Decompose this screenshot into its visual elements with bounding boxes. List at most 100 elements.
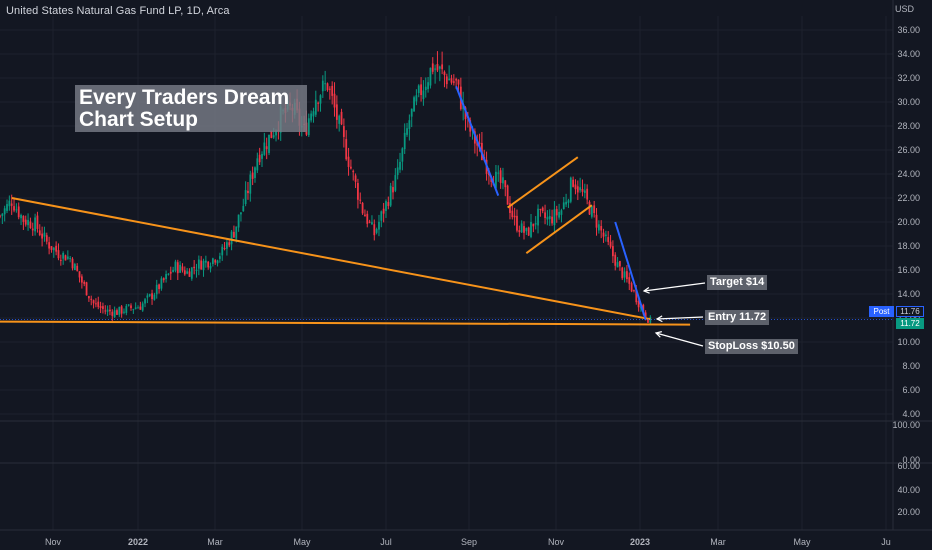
candle-body (567, 200, 570, 203)
y-tick-label: 28.00 (897, 121, 920, 131)
candle-body (256, 158, 259, 171)
candle-body (125, 305, 128, 313)
candle-body (209, 266, 212, 269)
candle-body (628, 277, 631, 284)
drawing-overlays[interactable] (0, 86, 893, 347)
candle-body (319, 95, 322, 104)
x-tick-label: May (793, 537, 811, 547)
candle-body (71, 258, 74, 269)
symbol-title[interactable]: United States Natural Gas Fund LP, 1D, A… (6, 5, 230, 17)
candle-body (551, 216, 553, 224)
candle-body (69, 258, 72, 260)
candle-body (85, 282, 88, 296)
candle-body (647, 319, 649, 323)
candle-body (478, 142, 481, 144)
candle-body (226, 242, 228, 249)
candle-body (611, 246, 614, 257)
candle-body (160, 278, 163, 289)
stoploss-label[interactable]: StopLoss $10.50 (705, 339, 798, 354)
candle-body (17, 206, 20, 218)
channel-upper-line (507, 156, 579, 209)
x-tick-label: Sep (461, 537, 477, 547)
candle-body (378, 221, 380, 230)
candle-body (583, 190, 586, 193)
candle-body (158, 284, 160, 290)
candle-body (76, 265, 79, 271)
candle-body (604, 234, 607, 237)
stoploss-arrow (655, 332, 704, 347)
candle-body (396, 167, 399, 176)
headline-line-1: Every Traders Dream (79, 86, 290, 109)
entry-arrow (656, 316, 704, 320)
candle-body (375, 229, 378, 233)
candle-body (438, 66, 441, 69)
candle-body (602, 232, 605, 237)
y-tick-label: 26.00 (897, 145, 920, 155)
candle-body (380, 211, 383, 221)
candle-body (417, 85, 420, 94)
candle-body (546, 216, 549, 220)
impulse-line-line (614, 221, 647, 321)
candle-body (167, 273, 170, 275)
y-tick-label: 34.00 (897, 49, 920, 59)
candle-body (52, 247, 55, 251)
candle-body (87, 296, 90, 299)
headline-box[interactable]: Every Traders Dream Chart Setup (75, 85, 307, 132)
candle-body (123, 311, 125, 313)
x-tick-label: 2022 (128, 537, 148, 547)
candle-body (452, 81, 455, 83)
candle-body (134, 307, 137, 309)
candle-body (20, 215, 22, 219)
candle-body (190, 267, 193, 279)
candle-body (104, 310, 107, 312)
candle-body (497, 172, 500, 174)
y-tick-label: 32.00 (897, 73, 920, 83)
candle-body (586, 188, 589, 200)
candle-body (403, 132, 406, 150)
candle-body (342, 126, 345, 137)
candle-body (539, 208, 542, 210)
candle-body (626, 271, 628, 280)
x-tick-label: Nov (45, 537, 62, 547)
entry-arrow-head (655, 315, 663, 323)
y-tick-label: 36.00 (897, 25, 920, 35)
candle-body (406, 128, 408, 135)
target-label[interactable]: Target $14 (707, 275, 768, 290)
post-price-tag: Post (869, 306, 894, 317)
candle-body (361, 202, 364, 214)
candle-body (443, 71, 446, 76)
candle-body (434, 68, 437, 70)
candle-body (357, 183, 359, 200)
candle-body (120, 306, 123, 314)
candle-body (345, 139, 348, 160)
candle-body (574, 184, 577, 190)
candle-body (268, 134, 270, 153)
candle-body (162, 278, 165, 281)
candle-body (78, 271, 81, 278)
y-tick-label: 4.00 (902, 409, 920, 419)
y-tick-label: 18.00 (897, 241, 920, 251)
candle-body (50, 246, 53, 250)
candle-body (233, 231, 235, 238)
candle-body (368, 221, 371, 223)
candle-body (127, 304, 130, 306)
candle-body (420, 84, 422, 96)
candle-body (1, 213, 4, 217)
candle-body (151, 293, 153, 300)
x-tick-label: Jul (380, 537, 392, 547)
candle-body (331, 85, 334, 96)
candle-body (57, 250, 60, 259)
x-tick-label: Mar (207, 537, 223, 547)
candle-body (8, 200, 11, 207)
entry-label[interactable]: Entry 11.72 (705, 310, 770, 325)
candle-body (324, 83, 327, 85)
candle-body (317, 102, 320, 104)
candle-body (450, 78, 453, 83)
lower-pane-tick-label: 40.00 (897, 485, 920, 495)
candle-body (111, 311, 114, 316)
candle-body (31, 228, 34, 231)
candle-body (265, 146, 268, 150)
candle-body (410, 108, 413, 117)
